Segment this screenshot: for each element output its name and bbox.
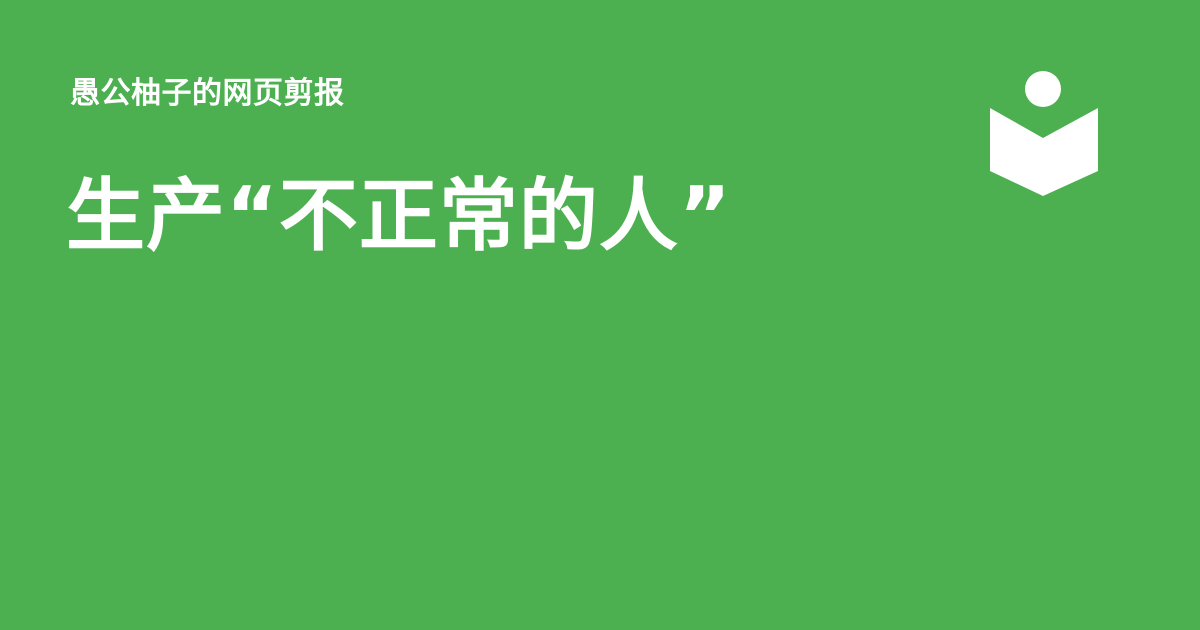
- open-book-shape: [990, 108, 1098, 196]
- reader-book-icon: [988, 70, 1100, 200]
- site-name: 愚公柚子的网页剪报: [70, 76, 345, 111]
- reader-head: [1025, 71, 1061, 107]
- article-title: 生产“不正常的人”: [66, 170, 732, 262]
